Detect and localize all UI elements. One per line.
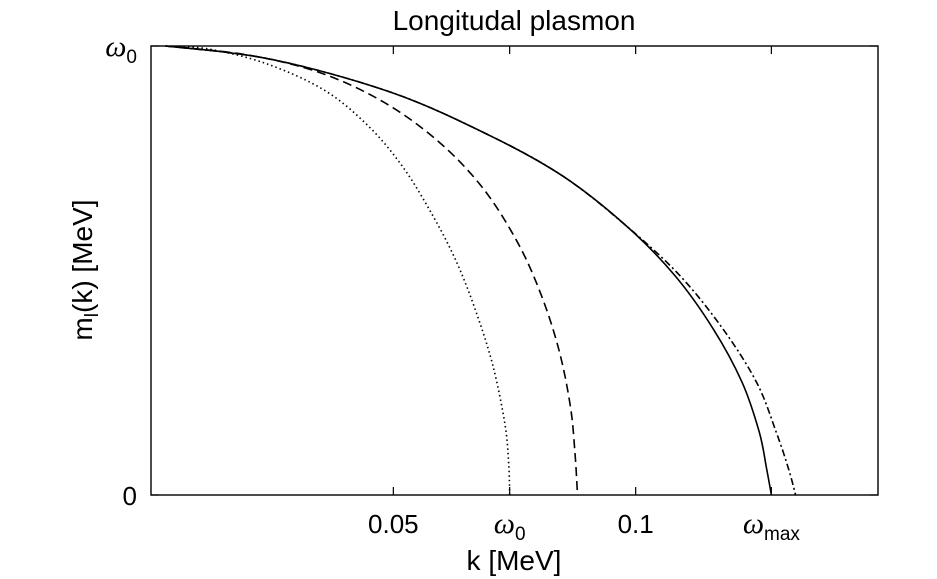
x-tick-symbol-2: ω [494,507,515,540]
x-tick-label-4: ωmax [743,507,801,545]
y-tick-symbol-1: ω [105,30,126,63]
y-axis-label: ml(k) [MeV] [67,199,103,340]
chart-title: Longitudal plasmon [393,5,636,36]
x-tick-label-2: ω0 [494,507,526,545]
y-axis-label-main: m [67,317,98,340]
x-tick-label-1: 0.05 [368,509,419,539]
x-tick-subscript-4: max [764,524,800,545]
y-tick-label-2: 0 [123,481,137,511]
x-axis-label-main: k [467,545,482,576]
x-tick-group: 0.05 ω0 0.1 ωmax [368,46,800,545]
y-tick-subscript-1: 0 [126,47,137,68]
x-tick-symbol-4: ω [743,507,764,540]
series-line-4-dash-dot [165,45,797,496]
series-line-1-dotted [165,45,511,496]
y-tick-label-1: ω0 [105,30,137,68]
y-axis-label-sub: l [82,313,103,317]
series-line-2-dashed [165,45,579,496]
x-tick-label-3: 0.1 [618,509,654,539]
curve-group [165,45,797,496]
y-tick-group: ω00 [105,30,878,511]
x-axis-label: k [MeV] [467,545,562,576]
x-axis-label-unit: [MeV] [488,545,561,576]
series-line-3-solid [165,45,773,496]
plot-frame [150,45,879,496]
x-tick-subscript-2: 0 [515,524,526,545]
y-axis-label-rest: (k) [MeV] [67,199,98,313]
